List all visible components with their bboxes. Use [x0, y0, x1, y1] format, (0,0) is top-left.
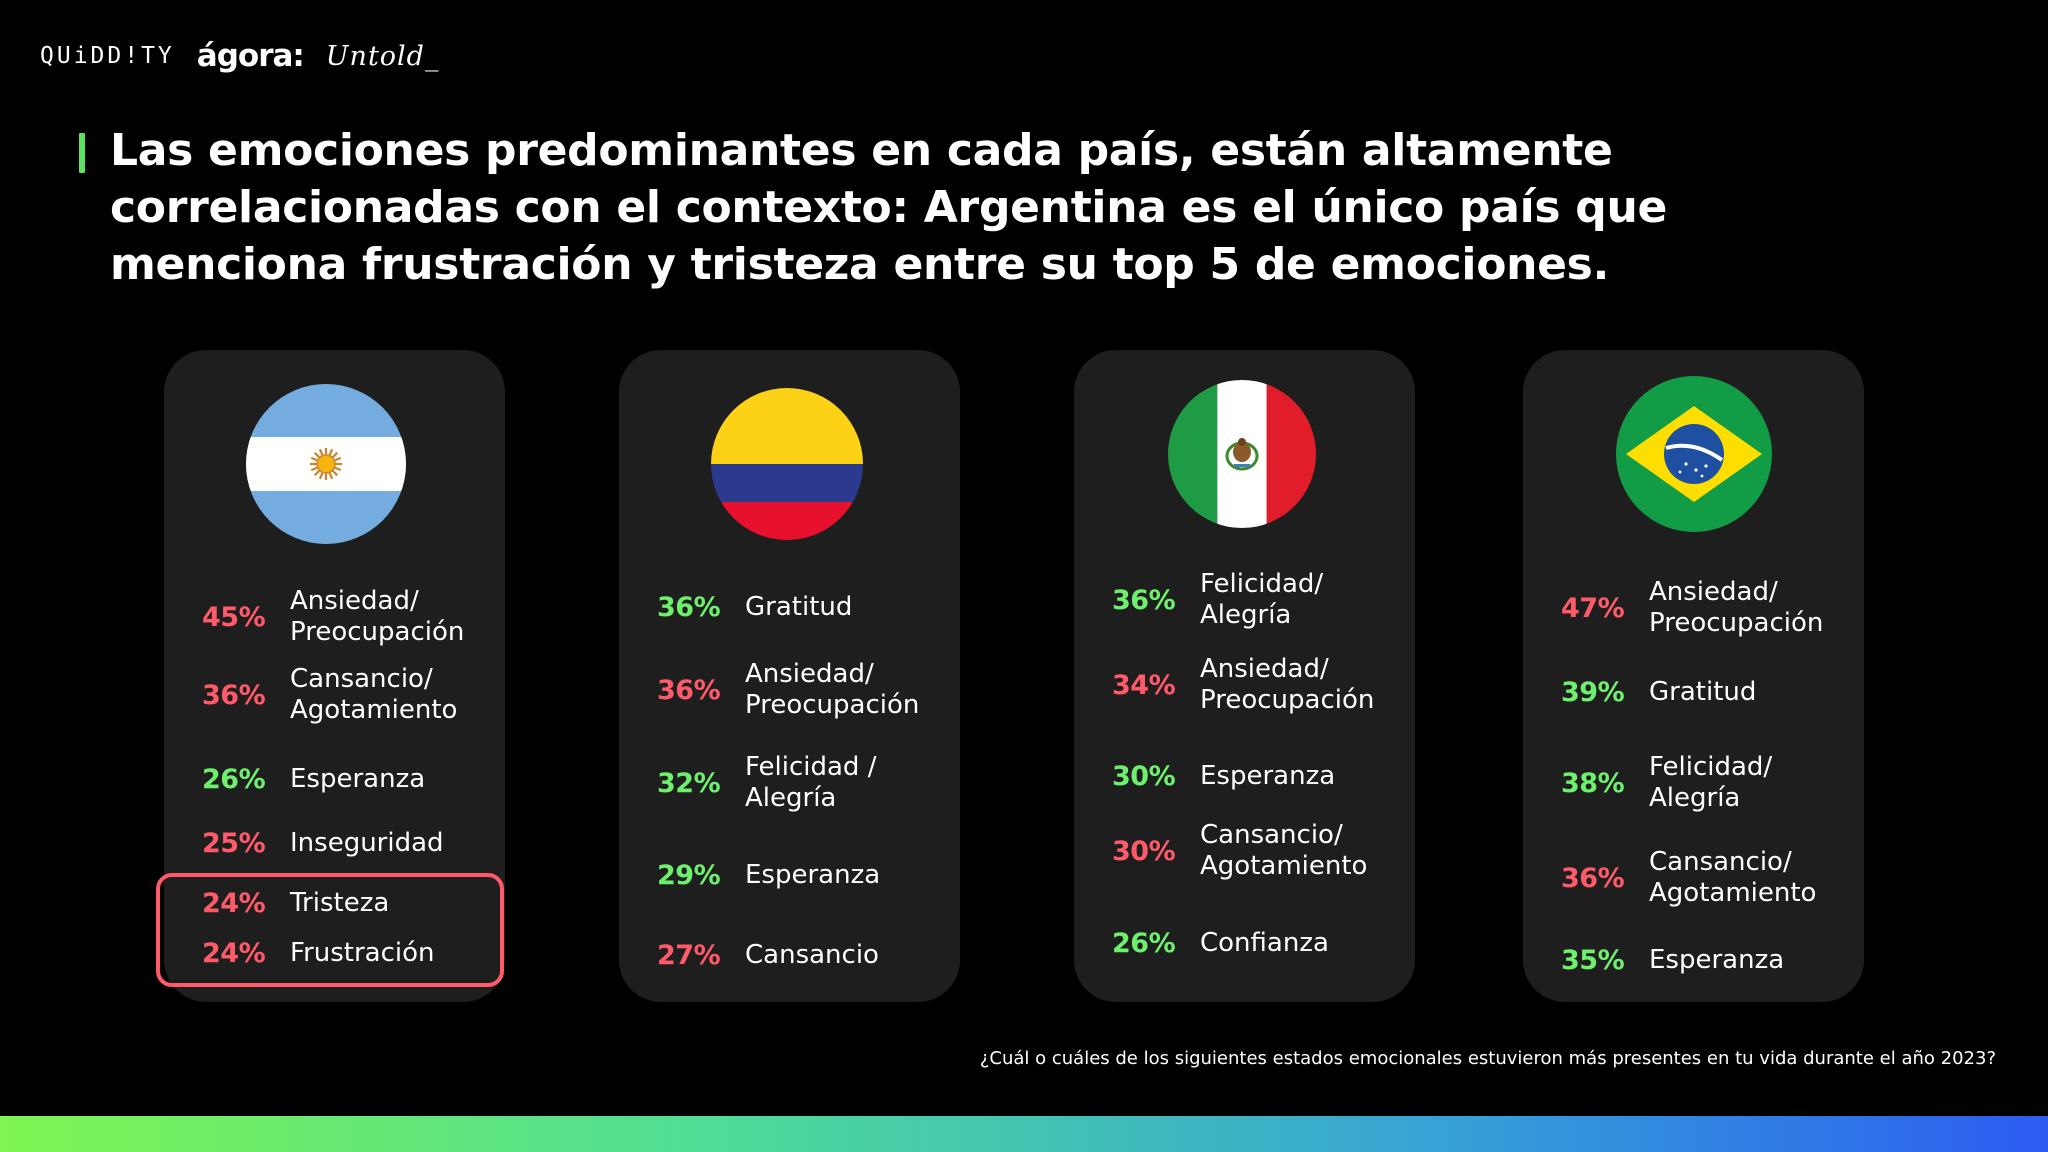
- list-item: 24% Tristeza: [164, 868, 505, 938]
- percentage-value: 26%: [202, 763, 266, 795]
- emotion-label: Gratitud: [1649, 676, 1757, 707]
- percentage-value: 27%: [657, 939, 721, 971]
- emotion-label: Ansiedad/Preocupación: [745, 659, 920, 720]
- percentage-value: 47%: [1561, 592, 1625, 624]
- percentage-value: 36%: [1561, 862, 1625, 894]
- list-item: 26% Confianza: [1074, 908, 1415, 978]
- country-card-colombia: 36% Gratitud 36% Ansiedad/Preocupación 3…: [619, 350, 960, 1002]
- emotion-label: Ansiedad/Preocupación: [290, 586, 465, 647]
- list-item: 30% Cansancio/Agotamiento: [1074, 816, 1415, 886]
- list-item: 36% Gratitud: [619, 572, 960, 642]
- emotion-label: Felicidad/Alegría: [1649, 752, 1773, 813]
- list-item: 29% Esperanza: [619, 840, 960, 910]
- untold-logo: Untold_: [325, 40, 440, 72]
- agora-logo: ágora:: [196, 38, 305, 74]
- emotion-label: Frustración: [290, 937, 435, 968]
- list-item: 36% Felicidad/Alegría: [1074, 565, 1415, 635]
- country-card-argentina: 45% Ansiedad/Preocupación 36% Cansancio/…: [164, 350, 505, 1002]
- percentage-value: 34%: [1112, 669, 1176, 701]
- emotion-label: Tristeza: [290, 887, 390, 918]
- percentage-value: 36%: [657, 674, 721, 706]
- emotion-label: Gratitud: [745, 591, 853, 622]
- percentage-value: 36%: [202, 679, 266, 711]
- list-item: 36% Cansancio/Agotamiento: [164, 660, 505, 730]
- list-item: 32% Felicidad / Alegría: [619, 748, 960, 818]
- emotion-label: Felicidad / Alegría: [745, 752, 877, 813]
- brazil-flag-icon: [1616, 376, 1772, 532]
- percentage-value: 25%: [202, 827, 266, 859]
- percentage-value: 38%: [1561, 767, 1625, 799]
- emotion-label: Cansancio: [745, 939, 879, 970]
- percentage-value: 36%: [657, 591, 721, 623]
- list-item: 34% Ansiedad/Preocupación: [1074, 650, 1415, 720]
- list-item: 36% Ansiedad/Preocupación: [619, 655, 960, 725]
- emotion-label: Esperanza: [1200, 760, 1336, 791]
- argentina-highlight-box: [156, 873, 504, 987]
- list-item: 24% Frustración: [164, 918, 505, 988]
- percentage-value: 32%: [657, 767, 721, 799]
- emotion-label: Ansiedad/Preocupación: [1649, 577, 1824, 638]
- emotion-label: Esperanza: [1649, 944, 1785, 975]
- percentage-value: 29%: [657, 859, 721, 891]
- brand-logos: QUiDD!TY ágora: Untold_: [40, 36, 439, 76]
- percentage-value: 30%: [1112, 760, 1176, 792]
- percentage-value: 26%: [1112, 927, 1176, 959]
- list-item: 39% Gratitud: [1523, 657, 1864, 727]
- percentage-value: 39%: [1561, 676, 1625, 708]
- argentina-flag-icon: [246, 384, 406, 544]
- percentage-value: 35%: [1561, 944, 1625, 976]
- percentage-value: 30%: [1112, 835, 1176, 867]
- title-accent-bar: [79, 133, 85, 173]
- page-title: Las emociones predominantes en cada país…: [110, 125, 1668, 290]
- country-card-mexico: 36% Felicidad/Alegría 34% Ansiedad/Preoc…: [1074, 350, 1415, 1002]
- quiddity-logo: QUiDD!TY: [40, 43, 175, 69]
- emotion-label: Felicidad/Alegría: [1200, 569, 1324, 630]
- emotion-label: Esperanza: [745, 859, 881, 890]
- list-item: 26% Esperanza: [164, 744, 505, 814]
- percentage-value: 24%: [202, 887, 266, 919]
- emotion-label: Cansancio/Agotamiento: [290, 664, 458, 725]
- survey-question-footnote: ¿Cuál o cuáles de los siguientes estados…: [979, 1048, 1996, 1069]
- emotion-label: Confianza: [1200, 927, 1329, 958]
- percentage-value: 45%: [202, 601, 266, 633]
- gradient-footer-bar: [0, 1116, 2048, 1152]
- list-item: 45% Ansiedad/Preocupación: [164, 582, 505, 652]
- emotion-label: Cansancio/Agotamiento: [1649, 847, 1817, 908]
- list-item: 27% Cansancio: [619, 920, 960, 990]
- colombia-flag-icon: [711, 388, 863, 540]
- percentage-value: 24%: [202, 937, 266, 969]
- emotion-label: Esperanza: [290, 763, 426, 794]
- list-item: 36% Cansancio/Agotamiento: [1523, 843, 1864, 913]
- emotion-label: Inseguridad: [290, 827, 444, 858]
- percentage-value: 36%: [1112, 584, 1176, 616]
- list-item: 25% Inseguridad: [164, 808, 505, 878]
- list-item: 35% Esperanza: [1523, 925, 1864, 995]
- list-item: 47% Ansiedad/Preocupación: [1523, 573, 1864, 643]
- list-item: 30% Esperanza: [1074, 741, 1415, 811]
- mexico-flag-icon: [1168, 380, 1316, 528]
- list-item: 38% Felicidad/Alegría: [1523, 748, 1864, 818]
- emotion-label: Ansiedad/Preocupación: [1200, 654, 1375, 715]
- emotion-label: Cansancio/Agotamiento: [1200, 820, 1368, 881]
- country-card-brazil: 47% Ansiedad/Preocupación 39% Gratitud 3…: [1523, 350, 1864, 1002]
